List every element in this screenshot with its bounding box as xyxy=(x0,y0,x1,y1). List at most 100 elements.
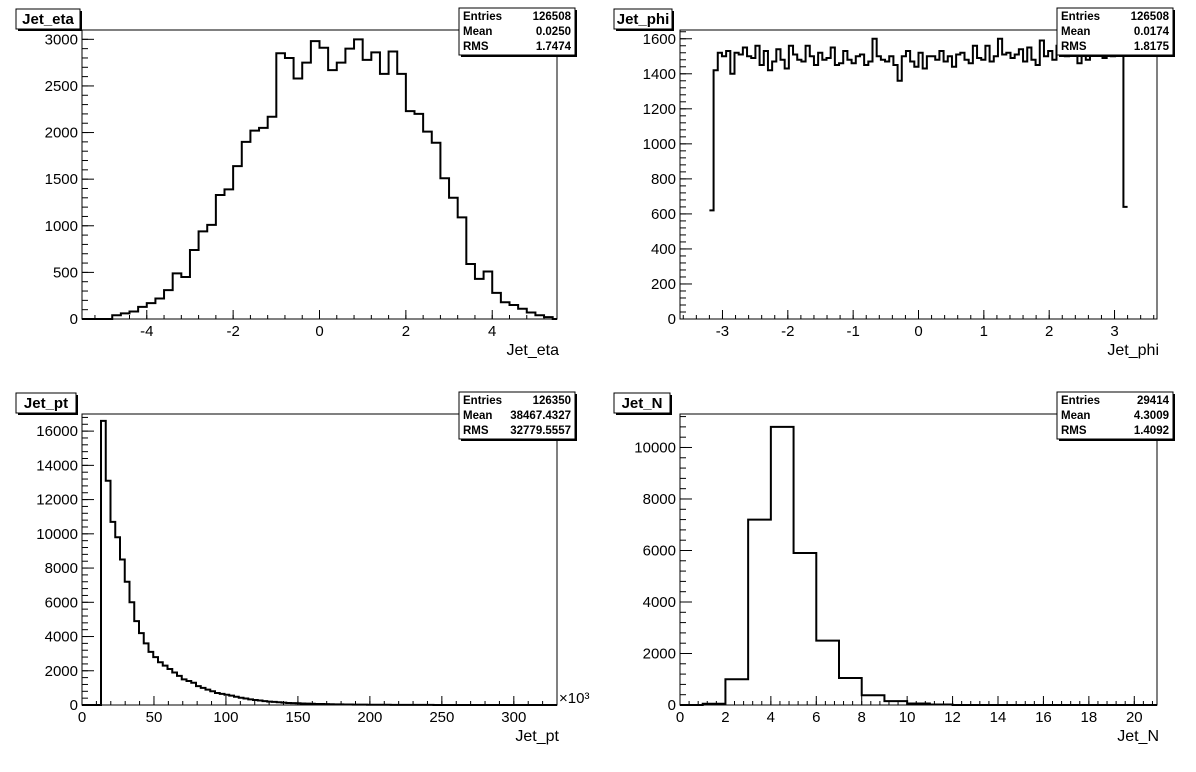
stats-value: 29414 xyxy=(1137,395,1170,407)
y-tick-label: 1200 xyxy=(643,101,676,118)
x-tick-label: -3 xyxy=(716,323,729,340)
y-tick-label: 0 xyxy=(668,311,676,328)
y-tick-label: 3000 xyxy=(45,31,78,48)
x-tick-label: -4 xyxy=(140,323,153,340)
x-axis-multiplier: ×10³ xyxy=(559,690,589,707)
histogram-line xyxy=(82,38,557,320)
x-tick-label: 2 xyxy=(721,709,729,726)
x-tick-label: 250 xyxy=(429,709,454,726)
y-tick-label: 10000 xyxy=(634,439,676,456)
x-tick-label: 200 xyxy=(357,709,382,726)
y-tick-label: 1400 xyxy=(643,66,676,83)
y-tick-label: 400 xyxy=(651,241,676,258)
x-tick-label: 1 xyxy=(980,323,988,340)
stats-value: 1.7474 xyxy=(536,41,572,53)
histogram-panel-jet-pt: 0 50 100 150 200 250 300 0 2000 4000 6000 8000 10000… xyxy=(15,391,589,745)
x-tick-label: 4 xyxy=(767,709,775,726)
y-tick-label: 4000 xyxy=(643,594,676,611)
chart-title: Jet_eta xyxy=(22,11,74,28)
stats-label: Entries xyxy=(463,11,502,23)
stats-value: 4.3009 xyxy=(1134,410,1169,422)
x-tick-label: 10 xyxy=(899,709,916,726)
stats-label: Mean xyxy=(1061,410,1090,422)
plot-frame xyxy=(81,413,558,706)
histogram-panel-jet-eta: -4 -2 0 2 4 0 500 1000 1500 2000 2500 3000 Jet_eta Je… xyxy=(15,7,577,359)
y-tick-label: 1000 xyxy=(45,218,78,235)
x-axis-label: Jet_phi xyxy=(1107,342,1159,359)
x-axis-label: Jet_eta xyxy=(507,342,560,359)
histogram-line xyxy=(82,419,557,706)
chart-title: Jet_pt xyxy=(24,395,68,412)
x-tick-label: 2 xyxy=(402,323,410,340)
plot-frame xyxy=(81,29,558,320)
stats-value: 0.0250 xyxy=(536,26,571,38)
x-tick-label: 4 xyxy=(488,323,496,340)
stats-label: Entries xyxy=(463,395,502,407)
x-tick-label: 8 xyxy=(858,709,866,726)
histogram-line xyxy=(680,425,1157,706)
y-tick-label: 6000 xyxy=(643,542,676,559)
y-tick-label: 600 xyxy=(651,206,676,223)
chart-title: Jet_phi xyxy=(617,11,670,28)
stats-value: 1.8175 xyxy=(1134,41,1170,53)
y-tick-label: 8000 xyxy=(643,491,676,508)
plot-frame xyxy=(679,413,1158,706)
stats-label: Mean xyxy=(463,410,492,422)
x-tick-label: 0 xyxy=(315,323,323,340)
stats-label: Mean xyxy=(1061,26,1090,38)
y-tick-label: 1000 xyxy=(643,136,676,153)
y-tick-label: 10000 xyxy=(36,526,78,543)
stats-label: RMS xyxy=(463,41,489,53)
stats-box xyxy=(1056,7,1174,56)
x-tick-label: 0 xyxy=(676,709,684,726)
stats-value: 32779.5557 xyxy=(510,425,571,437)
histogram-line xyxy=(709,37,1128,212)
title-box xyxy=(613,8,673,30)
y-tick-label: 1600 xyxy=(643,31,676,48)
x-tick-label: 16 xyxy=(1035,709,1052,726)
y-tick-label: 0 xyxy=(70,697,78,714)
stats-value: 126508 xyxy=(533,11,572,23)
y-tick-label: 2000 xyxy=(643,645,676,662)
x-tick-label: 0 xyxy=(78,709,86,726)
x-tick-label: 6 xyxy=(812,709,820,726)
plot-frame xyxy=(679,29,1158,320)
x-tick-label: 14 xyxy=(990,709,1007,726)
x-tick-label: 18 xyxy=(1081,709,1098,726)
x-tick-label: 3 xyxy=(1110,323,1118,340)
stats-label: RMS xyxy=(463,425,489,437)
y-tick-label: 14000 xyxy=(36,457,78,474)
x-tick-label: -2 xyxy=(781,323,794,340)
y-tick-label: 4000 xyxy=(45,629,78,646)
stats-box xyxy=(1056,391,1174,440)
stats-value: 1.4092 xyxy=(1134,425,1169,437)
x-tick-label: -2 xyxy=(226,323,239,340)
y-tick-label: 0 xyxy=(70,311,78,328)
y-tick-label: 500 xyxy=(53,264,78,281)
x-tick-label: 20 xyxy=(1126,709,1143,726)
chart-title: Jet_N xyxy=(622,395,663,412)
y-tick-label: 12000 xyxy=(36,492,78,509)
y-tick-label: 800 xyxy=(651,171,676,188)
title-box xyxy=(613,392,671,414)
stats-box xyxy=(458,391,576,440)
histogram-panel-jet-phi: -3 -2 -1 0 1 2 3 0 200 400 600 800 1000 1200 1400 1600 J… xyxy=(613,7,1175,359)
y-tick-label: 2000 xyxy=(45,125,78,142)
x-tick-label: 50 xyxy=(146,709,163,726)
stats-value: 126350 xyxy=(533,395,571,407)
title-box xyxy=(15,392,77,414)
stats-label: RMS xyxy=(1061,41,1087,53)
histogram-panel-jet-n: 0 2 4 6 8 10 12 14 16 18 20 0 2000 4000 6000 8000 10000 J… xyxy=(613,391,1175,745)
title-box xyxy=(15,8,81,30)
x-axis-label: Jet_pt xyxy=(515,728,559,745)
y-tick-label: 16000 xyxy=(36,423,78,440)
y-tick-label: 0 xyxy=(668,697,676,714)
x-tick-label: 12 xyxy=(944,709,961,726)
stats-value: 38467.4327 xyxy=(510,410,571,422)
y-tick-label: 8000 xyxy=(45,560,78,577)
y-tick-label: 200 xyxy=(651,276,676,293)
stats-value: 126508 xyxy=(1131,11,1170,23)
stats-label: RMS xyxy=(1061,425,1087,437)
x-tick-label: 300 xyxy=(501,709,526,726)
